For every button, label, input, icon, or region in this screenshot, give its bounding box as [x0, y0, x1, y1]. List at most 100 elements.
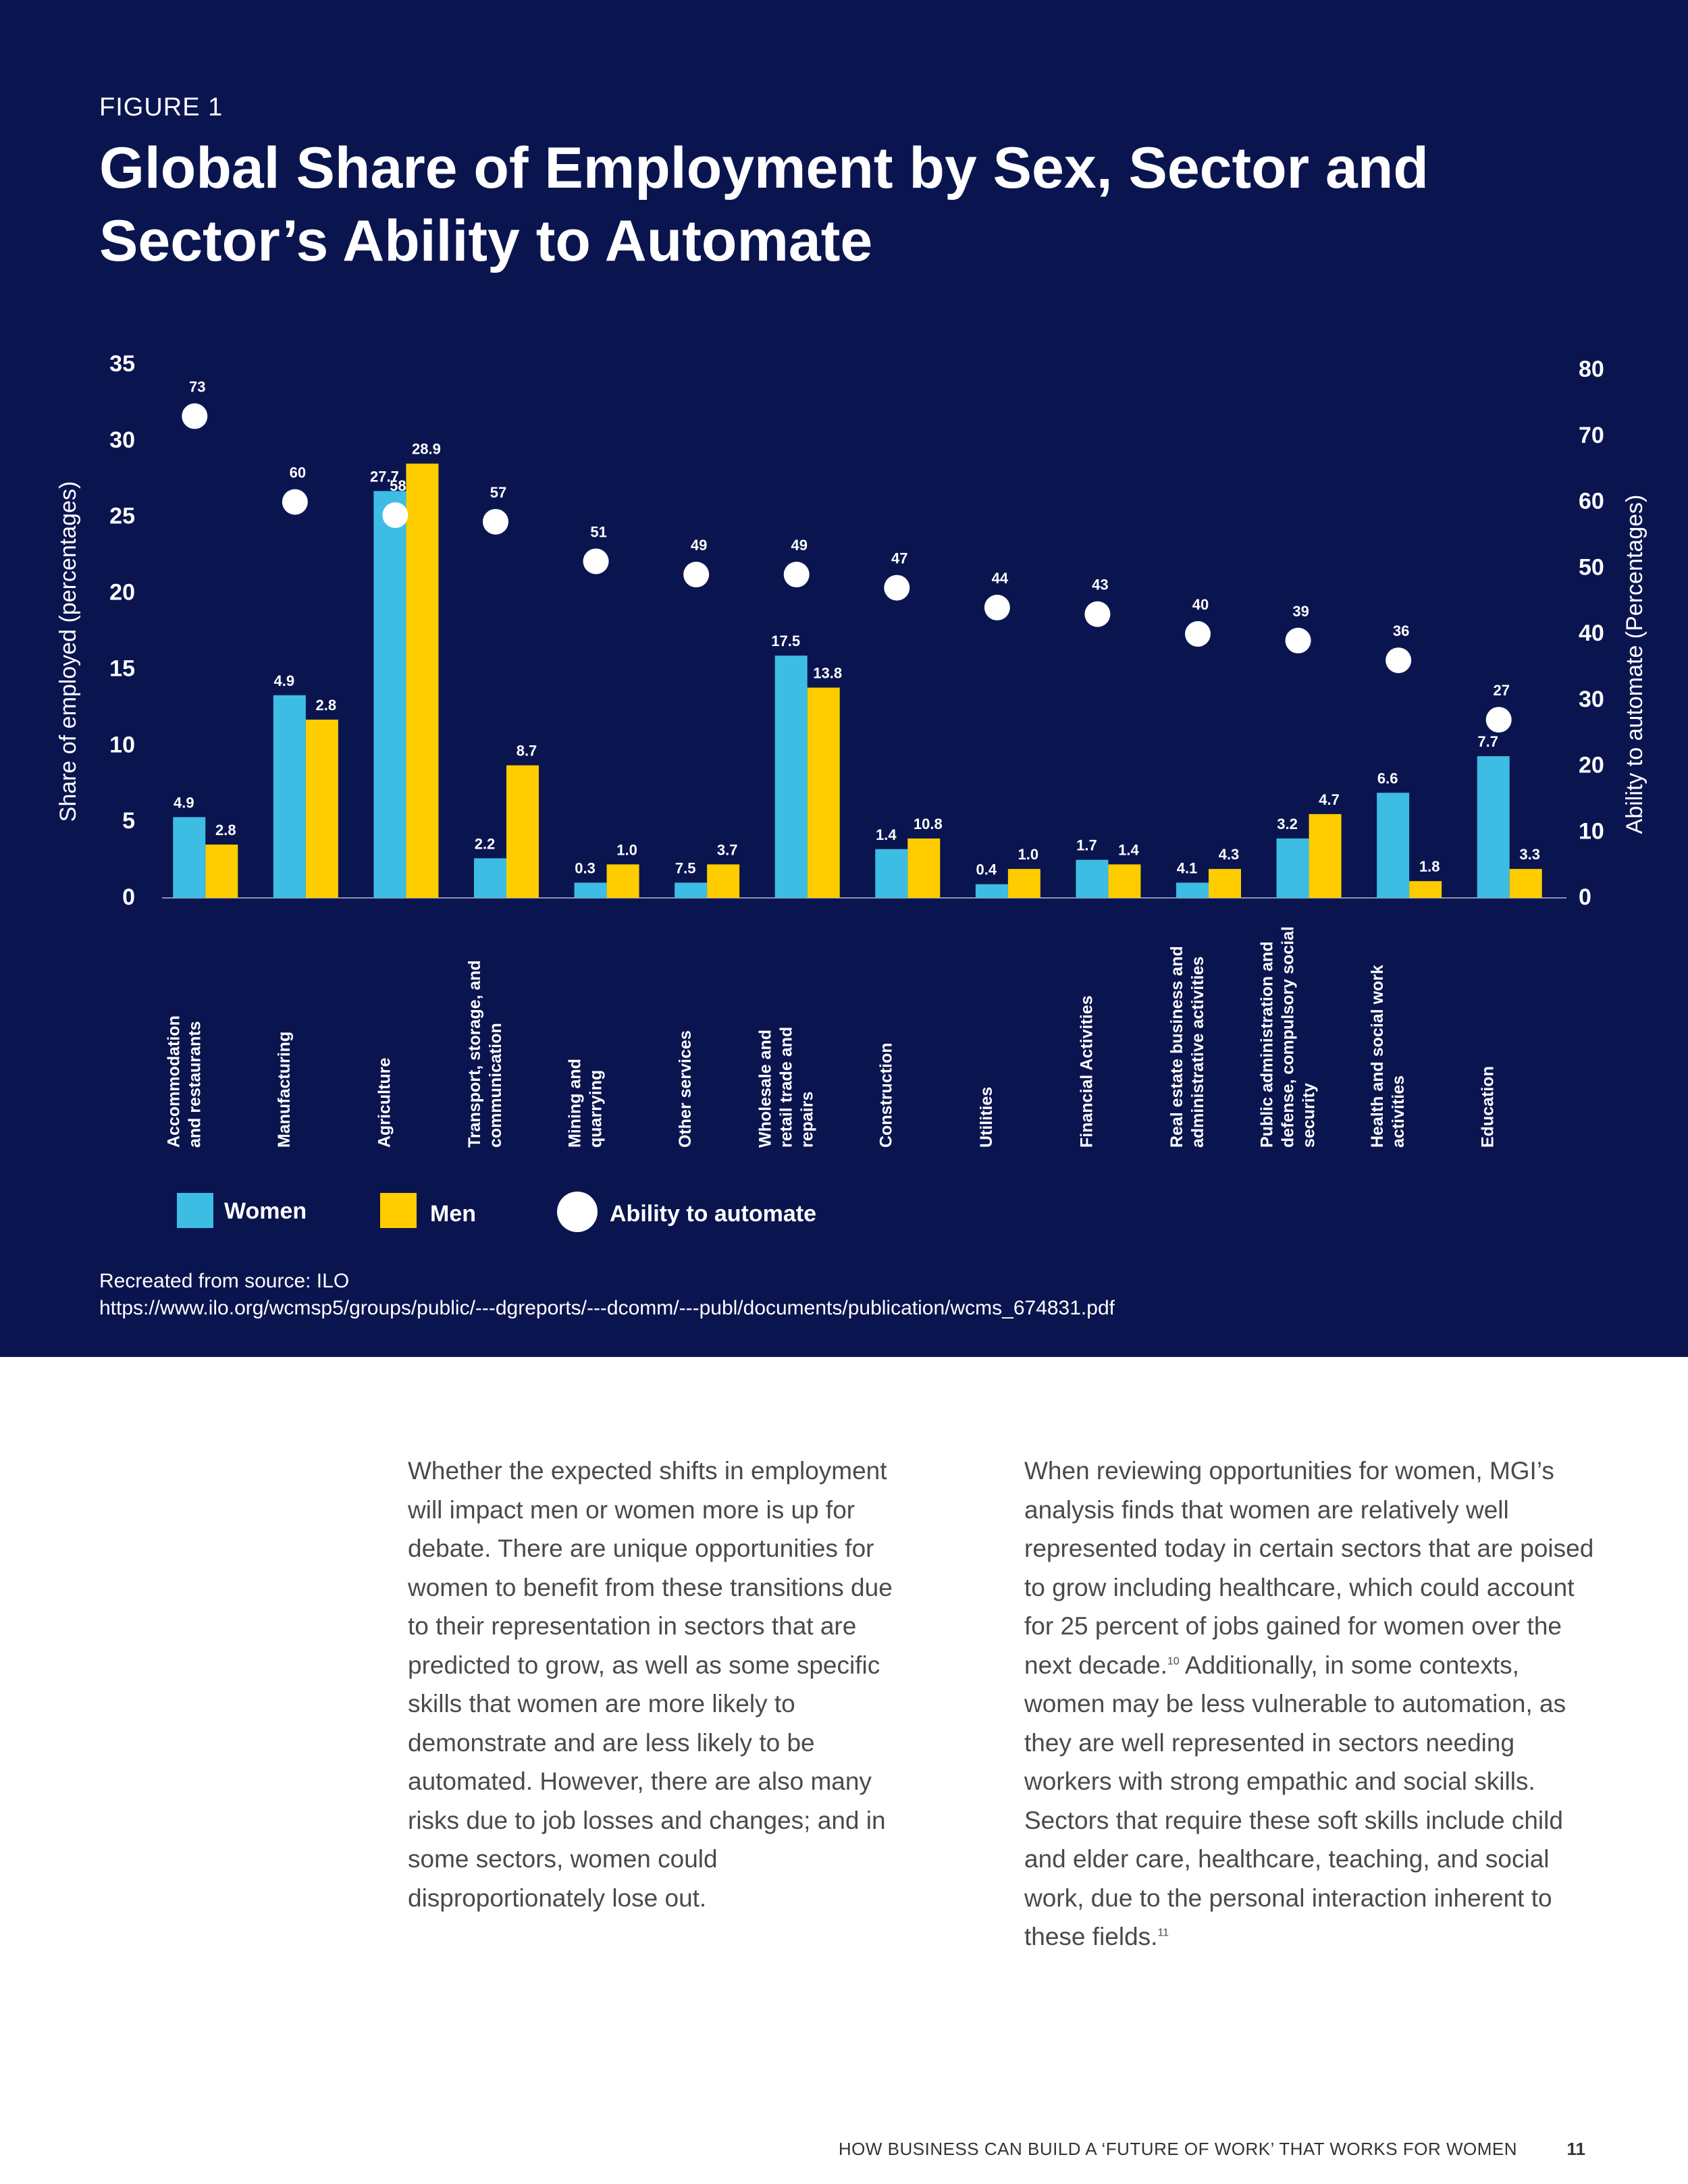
- bar-men: [1007, 869, 1040, 898]
- bar-men: [1309, 814, 1342, 898]
- automate-point: [182, 403, 208, 429]
- category-label: Health and social work activities: [1368, 965, 1408, 1148]
- category-label-line: administrative activities: [1188, 957, 1207, 1148]
- automate-point: [984, 594, 1010, 620]
- bar-label-men: 3.7: [717, 841, 738, 858]
- legend-label-women: Women: [224, 1198, 307, 1224]
- category-label-line: repairs: [798, 1092, 817, 1148]
- automate-point: [1285, 627, 1311, 654]
- category-label-line: Mining and: [566, 1059, 585, 1148]
- category-label: Manufacturing: [275, 1032, 294, 1148]
- category-label-line: Accommodation: [164, 1015, 183, 1148]
- automate-label: 40: [1192, 596, 1209, 613]
- automate-point: [783, 562, 810, 588]
- category-label-line: Transport, storage, and: [465, 960, 484, 1148]
- automate-point: [282, 489, 308, 515]
- legend-label-automate: Ability to automate: [610, 1201, 816, 1227]
- bar-women: [1477, 756, 1510, 898]
- category-label-line: Wholesale and: [756, 1030, 775, 1148]
- category-label: Agriculture: [375, 1058, 394, 1148]
- y-tick-label: 30: [109, 427, 135, 453]
- category-label-line: quarrying: [587, 1070, 606, 1148]
- figure-title-line-2: Sector’s Ability to Automate: [99, 209, 873, 273]
- y-axis-title: Share of employed (percentages): [55, 481, 81, 822]
- automate-label: 27: [1493, 682, 1509, 699]
- automate-label: 49: [791, 537, 807, 554]
- footnote-ref-10[interactable]: 10: [1167, 1655, 1180, 1668]
- employment-chart: 0 5 10 15 20 25 30 35 0 10 20 30 40 50 60 70 80 Share of …: [55, 351, 1647, 1232]
- y-right-tick-label: 60: [1579, 489, 1604, 514]
- legend-swatch-women: [177, 1193, 213, 1228]
- bar-women: [1377, 793, 1410, 898]
- category-label-line: communication: [486, 1023, 505, 1148]
- category-label: Construction: [876, 1042, 895, 1148]
- bar-label-men: 1.0: [616, 841, 637, 858]
- y-right-tick-label: 40: [1579, 620, 1604, 646]
- category-label-line: defense, compulsory social: [1279, 926, 1298, 1148]
- automate-label: 47: [891, 550, 907, 567]
- bar-label-women: 0.3: [575, 859, 596, 876]
- bar-label-women: 7.7: [1477, 733, 1498, 750]
- page-number: 11: [1566, 2139, 1586, 2159]
- automate-point: [583, 548, 609, 575]
- bar-label-men: 1.8: [1419, 858, 1440, 875]
- category-label-line: Financial Activities: [1077, 995, 1096, 1148]
- body-text-right-part-1: When reviewing opportunities for women, …: [1024, 1457, 1594, 1679]
- y-tick-label: 20: [109, 580, 135, 606]
- automate-label: 58: [390, 477, 406, 494]
- automate-point: [1386, 647, 1412, 674]
- automate-point: [884, 575, 910, 601]
- category-label-line: activities: [1389, 1075, 1408, 1148]
- automate-label: 43: [1092, 577, 1108, 593]
- bar-men: [606, 864, 639, 898]
- bar-men: [1108, 864, 1141, 898]
- category-label-line: Utilities: [977, 1087, 996, 1148]
- y-tick-label: 15: [109, 656, 135, 681]
- source-url[interactable]: https://www.ilo.org/wcmsp5/groups/public…: [99, 1297, 1115, 1319]
- bar-label-women: 17.5: [771, 633, 800, 649]
- body-text-left: Whether the expected shifts in employmen…: [408, 1457, 893, 1912]
- automate-label: 39: [1292, 603, 1309, 620]
- bar-label-men: 1.0: [1018, 846, 1039, 863]
- bar-men: [305, 719, 338, 898]
- footnote-ref-11[interactable]: 11: [1157, 1927, 1169, 1939]
- bar-label-women: 3.2: [1277, 816, 1298, 832]
- bar-label-women: 4.9: [174, 794, 194, 811]
- bar-women: [975, 884, 1008, 898]
- bar-women: [474, 858, 506, 898]
- bar-men: [807, 687, 840, 898]
- automate-point: [382, 502, 408, 529]
- category-label: Financial Activities: [1077, 995, 1096, 1148]
- y-right-tick-label: 30: [1579, 687, 1604, 712]
- category-label-line: Manufacturing: [275, 1032, 294, 1148]
- y-tick-label: 35: [109, 351, 135, 377]
- source-note: Recreated from source: ILO https://www.i…: [99, 1268, 1115, 1322]
- bar-label-women: 0.4: [976, 861, 997, 878]
- automate-point: [1485, 707, 1512, 733]
- bar-men: [907, 838, 941, 898]
- footer-title: HOW BUSINESS CAN BUILD A ‘FUTURE OF WORK…: [838, 2139, 1517, 2159]
- category-label: Utilities: [977, 1087, 996, 1148]
- bar-women: [574, 882, 607, 898]
- category-label: Wholesale and retail trade and repairs: [756, 1027, 817, 1148]
- automate-label: 49: [691, 537, 707, 554]
- bar-label-women: 4.9: [274, 672, 295, 689]
- legend-label-men: Men: [430, 1201, 476, 1227]
- legend-swatch-automate: [557, 1192, 598, 1232]
- category-label-line: Construction: [876, 1042, 895, 1148]
- y-tick-label: 0: [122, 884, 135, 910]
- bar-women: [1076, 859, 1109, 898]
- category-label-line: Education: [1479, 1066, 1498, 1148]
- figure-panel: FIGURE 1 Global Share of Employment by S…: [0, 0, 1688, 1357]
- automate-label: 51: [590, 523, 606, 540]
- y-right-tick-label: 80: [1579, 356, 1604, 382]
- bar-men: [406, 463, 439, 898]
- bar-men: [1509, 869, 1542, 898]
- bar-label-men: 3.3: [1519, 846, 1540, 863]
- automate-label: 60: [290, 464, 306, 481]
- category-label-line: Public administration and: [1258, 941, 1277, 1148]
- automate-label: 36: [1393, 622, 1409, 639]
- category-label: Mining and quarrying: [566, 1059, 606, 1148]
- bar-men: [707, 864, 740, 898]
- bar-label-men: 8.7: [517, 743, 537, 760]
